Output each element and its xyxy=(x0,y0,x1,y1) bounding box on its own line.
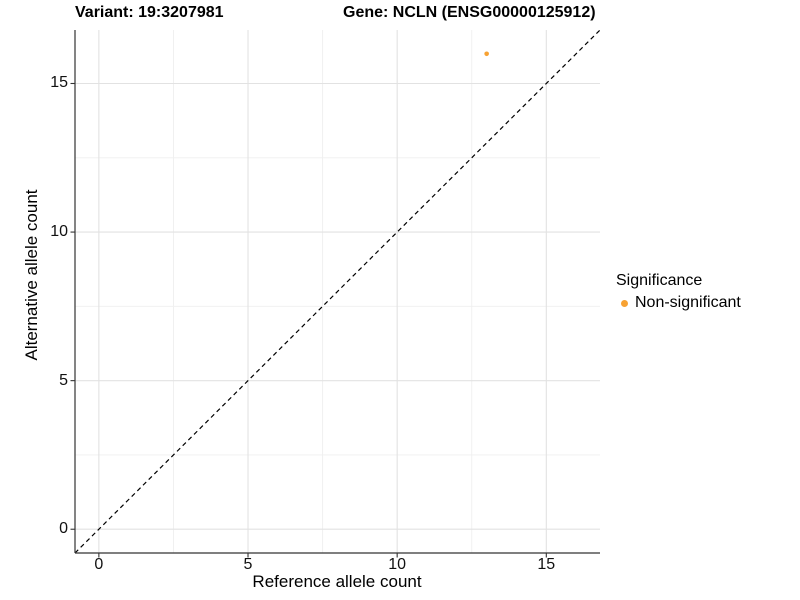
identity-line xyxy=(74,29,601,554)
x-tick-label: 5 xyxy=(243,556,253,573)
y-tick-label: 5 xyxy=(59,371,68,389)
x-tick-label: 0 xyxy=(94,556,104,573)
legend-entries: Non-significant xyxy=(616,292,741,314)
y-tick-label: 15 xyxy=(50,74,68,92)
y-axis-title: Alternative allele count xyxy=(22,189,41,361)
x-tick-label: 10 xyxy=(388,556,407,573)
legend-key xyxy=(616,299,633,307)
legend-title: Significance xyxy=(616,272,703,289)
legend-dot-icon xyxy=(621,299,628,307)
x-tick-label: 15 xyxy=(537,556,556,573)
legend: Significance Non-significant xyxy=(616,272,741,314)
data-point xyxy=(484,51,489,57)
y-tick-label: 0 xyxy=(59,520,68,538)
x-axis-title: Reference allele count xyxy=(252,572,422,591)
y-tick-label: 10 xyxy=(50,223,68,241)
variant-title: Variant: 19:3207981 xyxy=(75,4,224,21)
legend-entry-label: Non-significant xyxy=(635,294,741,311)
gene-title: Gene: NCLN (ENSG00000125912) xyxy=(343,4,596,21)
legend-entry: Non-significant xyxy=(616,292,741,314)
